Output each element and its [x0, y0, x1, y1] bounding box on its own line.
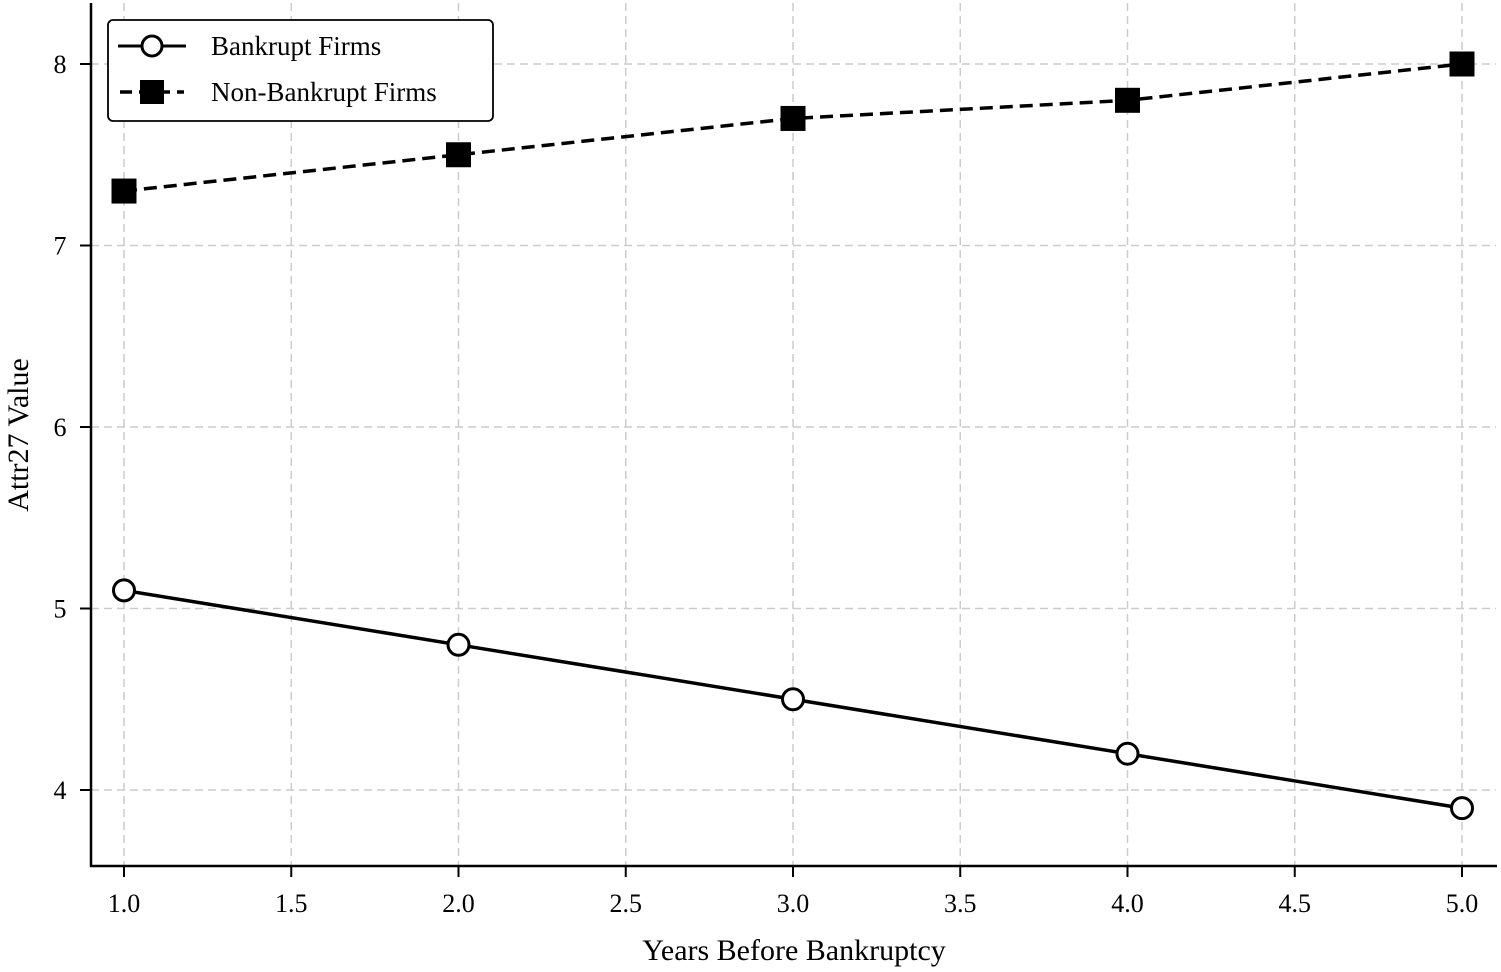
x-tick-label: 1.5: [275, 889, 308, 918]
x-ticks: 1.0 1.5 2.0 2.5 3.0 3.5 4.0 4.5 5.0: [108, 866, 1479, 918]
legend-open-circle-icon: [140, 34, 164, 58]
x-tick-label: 4.5: [1279, 889, 1312, 918]
legend-item-bankrupt: Bankrupt Firms: [118, 31, 381, 61]
x-tick-label: 3.0: [777, 889, 810, 918]
series-bankrupt: [112, 578, 1474, 821]
y-tick-label: 7: [54, 232, 67, 261]
data-point-square-icon: [1449, 51, 1475, 77]
data-point-circle-icon: [1115, 741, 1140, 766]
legend-label: Non-Bankrupt Firms: [211, 77, 437, 107]
x-tick-label: 1.0: [108, 889, 141, 918]
x-tick-label: 3.5: [944, 889, 977, 918]
y-tick-label: 4: [54, 776, 67, 805]
data-point-circle-icon: [781, 687, 805, 712]
data-point-square-icon: [446, 142, 471, 168]
x-tick-label: 4.0: [1111, 889, 1144, 918]
data-point-square-icon: [780, 105, 806, 131]
y-tick-label: 8: [54, 50, 67, 79]
data-point-square-icon: [111, 178, 137, 204]
grid-lines: [91, 3, 1496, 866]
y-ticks: 4 5 6 7 8: [54, 50, 91, 805]
data-point-circle-icon: [446, 632, 471, 657]
data-point-circle-icon: [1450, 796, 1474, 821]
legend-item-non-bankrupt: Non-Bankrupt Firms: [120, 77, 437, 107]
legend-label: Bankrupt Firms: [211, 31, 381, 61]
series-layer: [111, 51, 1475, 821]
x-axis-title: Years Before Bankruptcy: [642, 934, 946, 967]
series-non-bankrupt: [111, 51, 1475, 204]
x-tick-label: 5.0: [1446, 889, 1479, 918]
legend-box: [107, 19, 494, 122]
x-tick-label: 2.0: [442, 889, 475, 918]
legend: Bankrupt Firms Non-Bankrupt Firms: [107, 19, 494, 122]
y-axis-title: Attr27 Value: [2, 358, 35, 512]
data-point-square-icon: [1115, 87, 1140, 113]
data-point-circle-icon: [112, 578, 136, 603]
y-tick-label: 6: [54, 413, 67, 442]
x-tick-label: 2.5: [610, 889, 643, 918]
legend-filled-square-icon: [140, 80, 164, 104]
y-tick-label: 5: [54, 595, 67, 624]
